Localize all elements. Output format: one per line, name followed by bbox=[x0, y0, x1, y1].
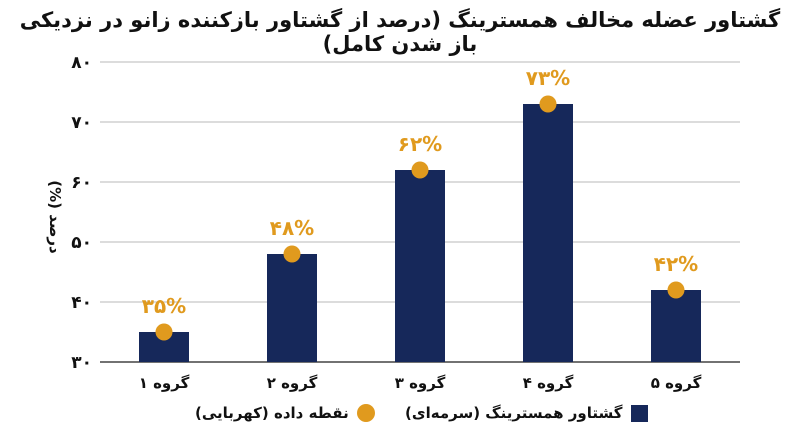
bars bbox=[139, 104, 701, 362]
data-label: ۷۳% bbox=[526, 66, 570, 90]
data-label: ۴۲% bbox=[654, 252, 698, 276]
x-category-label: گروه ۲ bbox=[267, 374, 318, 392]
y-tick-label: ۵۰ bbox=[71, 233, 92, 253]
y-tick-label: ۸۰ bbox=[71, 53, 92, 73]
bar bbox=[395, 170, 445, 362]
legend-swatch-bar bbox=[630, 404, 648, 422]
data-point bbox=[667, 281, 685, 299]
data-label: ۳۵% bbox=[142, 294, 186, 318]
x-category-label: گروه ۴ bbox=[523, 374, 574, 392]
data-labels: ۳۵% ۴۸% ۶۲% ۷۳% ۴۲% bbox=[142, 66, 698, 318]
y-tick-label: ۴۰ bbox=[71, 293, 92, 313]
legend-item-point-series: نقطه داده (کهربایی) bbox=[195, 404, 375, 422]
legend: گشتاور همسترینگ (سرمه‌ای) نقطه داده (کهر… bbox=[0, 404, 800, 434]
data-point bbox=[283, 245, 301, 263]
data-point bbox=[539, 95, 557, 113]
bar bbox=[267, 254, 317, 362]
x-category-label: گروه ۳ bbox=[395, 374, 446, 392]
y-tick-label: ۷۰ bbox=[71, 113, 92, 133]
data-label: ۶۲% bbox=[398, 132, 442, 156]
chart-title: گشتاور عضله مخالف همسترینگ (درصد از گشتا… bbox=[19, 8, 781, 56]
legend-item-bar-series: گشتاور همسترینگ (سرمه‌ای) bbox=[405, 404, 648, 422]
bar bbox=[523, 104, 573, 362]
y-tick-label: ۶۰ bbox=[71, 173, 92, 193]
x-category-label: گروه ۱ bbox=[139, 374, 190, 392]
legend-label-point: نقطه داده (کهربایی) bbox=[195, 404, 349, 422]
data-point bbox=[155, 323, 173, 341]
y-axis-ticks: ۳۰ ۴۰ ۵۰ ۶۰ ۷۰ ۸۰ bbox=[71, 53, 92, 373]
legend-label-bar: گشتاور همسترینگ (سرمه‌ای) bbox=[405, 404, 623, 422]
data-points bbox=[155, 95, 685, 341]
data-point bbox=[411, 161, 429, 179]
bar bbox=[651, 290, 701, 362]
y-axis-label: درصد (%) bbox=[46, 180, 64, 254]
x-axis-categories: گروه ۱ گروه ۲ گروه ۳ گروه ۴ گروه ۵ bbox=[139, 374, 702, 392]
x-category-label: گروه ۵ bbox=[651, 374, 702, 392]
data-label: ۴۸% bbox=[270, 216, 314, 240]
y-tick-label: ۳۰ bbox=[71, 353, 92, 373]
legend-swatch-point bbox=[356, 404, 375, 422]
